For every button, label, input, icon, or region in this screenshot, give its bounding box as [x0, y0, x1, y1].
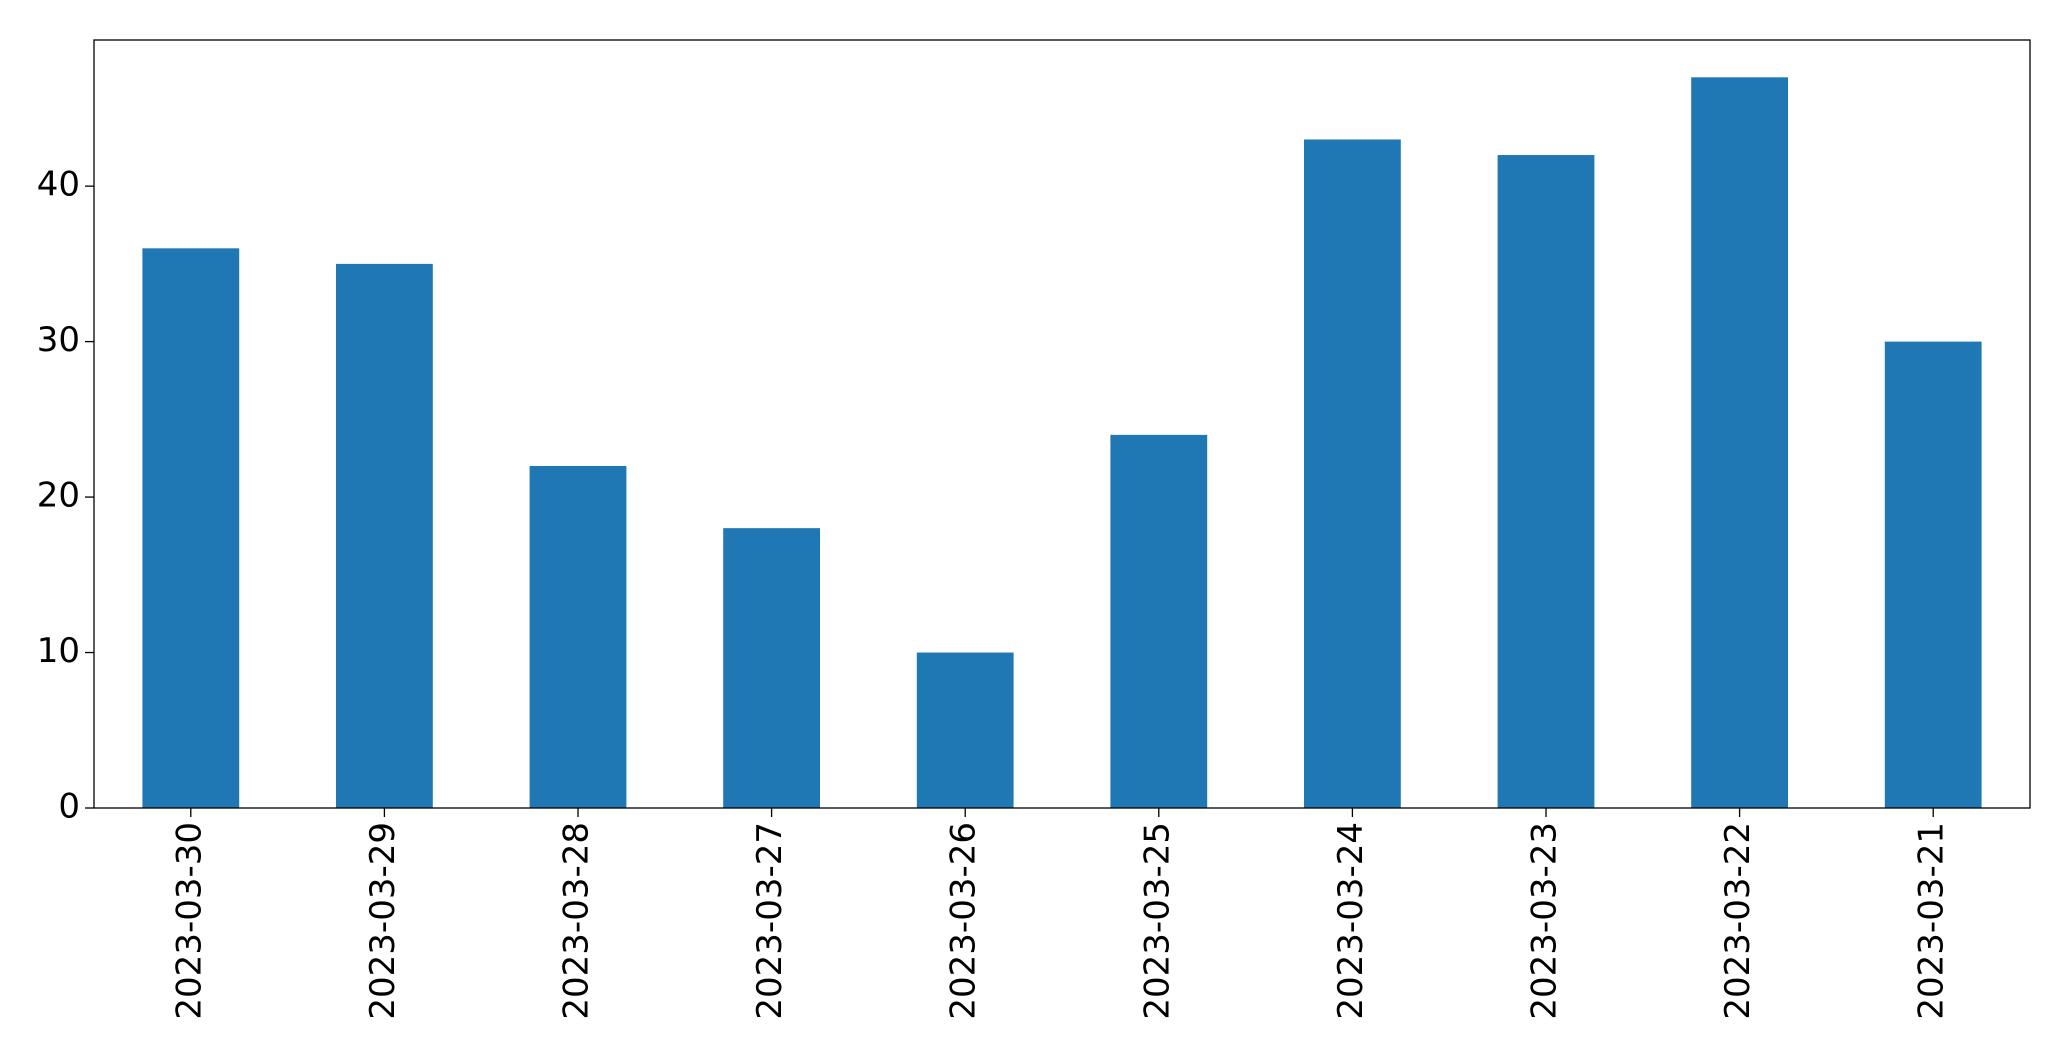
x-tick-label: 2023-03-23 — [1525, 822, 1565, 1020]
bar — [916, 652, 1014, 808]
axes-frame — [93, 39, 2031, 809]
bar — [142, 248, 240, 809]
bar — [1110, 434, 1208, 808]
bar — [529, 465, 627, 808]
bar — [1304, 139, 1401, 808]
y-tick-label: 30 — [37, 320, 80, 360]
y-tick-label: 20 — [37, 476, 80, 516]
x-tick-label: 2023-03-30 — [169, 822, 209, 1020]
x-tick-label: 2023-03-27 — [750, 822, 790, 1020]
y-tick-label: 10 — [37, 631, 80, 671]
y-tick-label: 0 — [58, 787, 80, 827]
x-tick-label: 2023-03-25 — [1137, 822, 1177, 1020]
bar — [1497, 155, 1595, 808]
bar — [1691, 77, 1788, 808]
bar — [723, 528, 820, 808]
x-tick-label: 2023-03-21 — [1912, 822, 1952, 1020]
bar — [336, 263, 433, 808]
y-tick-label: 40 — [37, 165, 80, 205]
x-tick-label: 2023-03-22 — [1718, 822, 1758, 1020]
bar — [1884, 341, 1982, 808]
x-tick-label: 2023-03-24 — [1331, 822, 1371, 1020]
x-tick-label: 2023-03-28 — [557, 822, 597, 1020]
x-tick-label: 2023-03-29 — [363, 822, 403, 1020]
x-tick-label: 2023-03-26 — [944, 822, 984, 1020]
